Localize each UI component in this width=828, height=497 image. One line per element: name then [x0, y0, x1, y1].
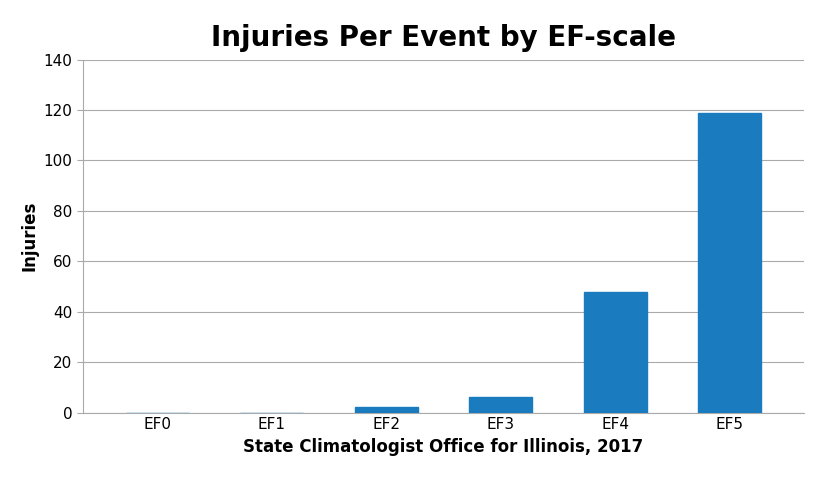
Bar — [583, 292, 646, 413]
X-axis label: State Climatologist Office for Illinois, 2017: State Climatologist Office for Illinois,… — [243, 438, 643, 456]
Title: Injuries Per Event by EF-scale: Injuries Per Event by EF-scale — [211, 24, 675, 52]
Y-axis label: Injuries: Injuries — [20, 201, 38, 271]
Bar — [469, 398, 532, 413]
Bar — [697, 113, 760, 413]
Bar — [354, 408, 417, 413]
